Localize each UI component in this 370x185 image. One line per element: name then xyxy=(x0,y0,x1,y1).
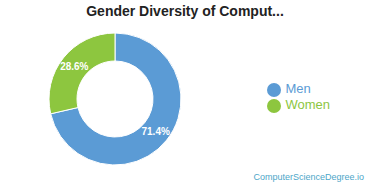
html-text:Gender Diversity of Comput...: Gender Diversity of Comput... xyxy=(86,3,284,19)
html-text:Men: Men xyxy=(285,81,311,97)
svg-text:71.4%: 71.4% xyxy=(142,126,170,137)
svg-text:28.6%: 28.6% xyxy=(60,61,88,72)
html-text:ComputerScienceDegree.io: ComputerScienceDegree.io xyxy=(253,172,364,182)
html-text:Women: Women xyxy=(285,97,330,112)
